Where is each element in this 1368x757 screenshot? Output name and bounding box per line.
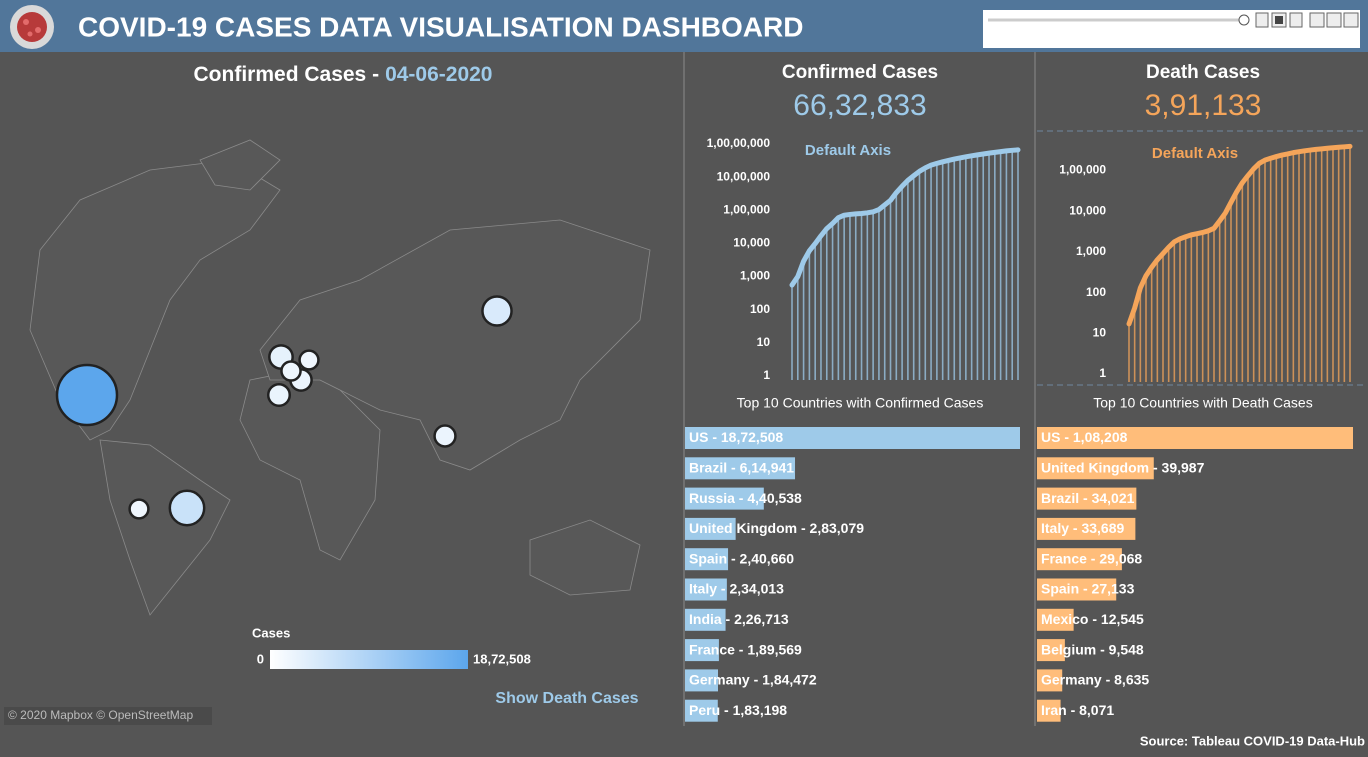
value-label: Belgium - 9,548: [1041, 641, 1144, 657]
map-bubble: [481, 295, 513, 327]
bar: [1037, 548, 1122, 571]
value-label: Italy - 2,34,013: [689, 581, 784, 597]
map-bubble: [433, 424, 457, 448]
legend-max: 18,72,508: [473, 651, 531, 666]
y-tick-label: 10,000: [733, 236, 770, 250]
bar: [1037, 457, 1154, 480]
y-tick-label: 1,00,000: [1059, 163, 1106, 177]
value-label: Mexico - 12,545: [1041, 611, 1144, 627]
y-tick-label: 1,00,00,000: [707, 136, 771, 150]
attribution: © 2020 Mapbox © OpenStreetMap: [8, 708, 193, 722]
value-label: France - 1,89,569: [689, 641, 802, 657]
bar: [685, 427, 1020, 449]
legend-gradient: [270, 650, 468, 669]
value-label: Spain - 27,133: [1041, 581, 1135, 597]
annotation: Default Axis: [805, 142, 891, 159]
bubble-layer: [55, 295, 513, 527]
value-label: US - 18,72,508: [689, 429, 783, 445]
legend-min: 0: [257, 651, 264, 666]
bar: [1037, 639, 1065, 662]
value-label: Brazil - 34,021: [1041, 490, 1135, 506]
map-date: 04-06-2020: [385, 63, 492, 86]
bar: [1037, 517, 1136, 540]
series-line: [789, 147, 1021, 288]
series-line: [1126, 143, 1353, 327]
value-label: Spain - 2,40,660: [689, 550, 794, 566]
y-tick-label: 100: [750, 302, 770, 316]
bar: [685, 578, 727, 601]
y-tick-label: 1,000: [740, 269, 770, 283]
bar: [685, 457, 796, 480]
value-label: France - 29,068: [1041, 550, 1142, 566]
y-tick-label: 100: [1086, 285, 1106, 299]
toggle-link[interactable]: Show Death Cases: [495, 690, 638, 707]
value-label: Russia - 4,40,538: [689, 490, 802, 506]
source-note: Source: Tableau COVID-19 Data-Hub: [1140, 733, 1365, 748]
attribution-box: [4, 707, 212, 725]
map-title: Confirmed Cases -04-06-2020: [194, 63, 493, 86]
y-tick-label: 10,00,000: [717, 169, 771, 183]
map-bubble: [128, 498, 150, 520]
bar: [685, 699, 718, 722]
map-title-text: Confirmed Cases -: [194, 63, 380, 86]
bar: [685, 487, 764, 510]
panel-title: Confirmed Cases: [782, 62, 938, 83]
bar: [685, 608, 726, 631]
y-tick-label: 1: [763, 368, 770, 382]
value-label: India - 2,26,713: [689, 611, 789, 627]
bar: [1037, 578, 1117, 601]
map-bubble: [168, 489, 206, 527]
value-label: United Kingdom - 2,83,079: [689, 520, 864, 536]
panel-title: Death Cases: [1146, 62, 1260, 83]
legend-title: Cases: [252, 625, 290, 640]
kpi-total: 3,91,133: [1145, 89, 1262, 122]
bar: [1037, 487, 1137, 510]
map-bubble: [55, 363, 119, 427]
value-label: Germany - 8,635: [1041, 672, 1149, 688]
logo: [10, 5, 54, 49]
bar: [1037, 699, 1061, 722]
header-title: COVID-19 CASES DATA VISUALISATION DASHBO…: [78, 11, 803, 42]
map-bubble: [298, 349, 320, 371]
value-label: Germany - 1,84,472: [689, 672, 817, 688]
value-label: United Kingdom - 39,987: [1041, 460, 1205, 476]
bar: [685, 548, 729, 571]
y-tick-label: 1: [1099, 366, 1106, 380]
y-tick-label: 1,00,000: [723, 202, 770, 216]
y-tick-label: 10: [757, 335, 771, 349]
value-label: Brazil - 6,14,941: [689, 460, 794, 476]
y-tick-label: 10,000: [1069, 203, 1106, 217]
bar: [685, 517, 736, 540]
playback-controls[interactable]: [983, 10, 1360, 48]
y-tick-label: 10: [1093, 325, 1107, 339]
value-label: Italy - 33,689: [1041, 520, 1124, 536]
annotation: Default Axis: [1152, 145, 1238, 162]
value-label: US - 1,08,208: [1041, 429, 1128, 445]
bar: [1037, 669, 1063, 692]
map-bubble: [280, 360, 302, 382]
map-bubble: [266, 382, 292, 408]
kpi-total: 66,32,833: [793, 89, 926, 122]
bar-chart-title: Top 10 Countries with Confirmed Cases: [737, 395, 984, 411]
y-tick-label: 1,000: [1076, 244, 1106, 258]
value-label: Peru - 1,83,198: [689, 702, 787, 718]
bar: [1037, 608, 1074, 631]
value-label: Iran - 8,071: [1041, 702, 1114, 718]
bar: [1037, 427, 1353, 449]
bar-chart-title: Top 10 Countries with Death Cases: [1093, 395, 1312, 411]
bar: [685, 669, 719, 692]
bar: [685, 639, 719, 662]
